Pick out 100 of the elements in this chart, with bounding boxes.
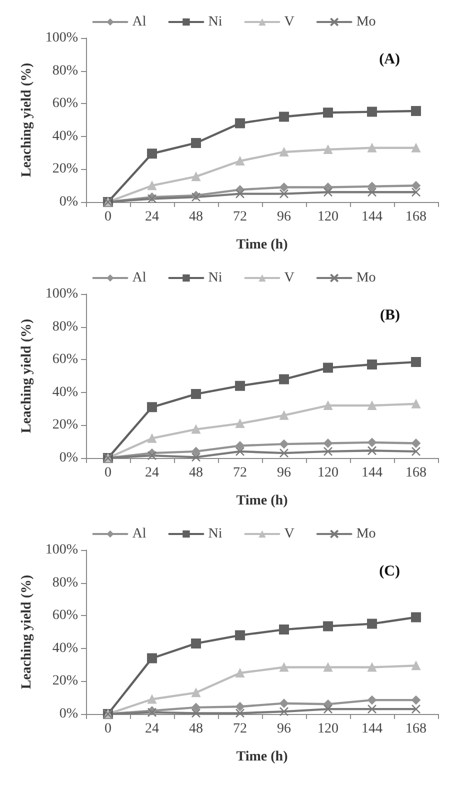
point	[412, 143, 420, 152]
x-tick-label: 0	[104, 466, 112, 480]
legend-label: Ni	[208, 526, 222, 542]
y-tick-label: 20%	[52, 674, 78, 689]
point	[411, 446, 421, 456]
x-tick-label: 72	[233, 466, 247, 480]
y-tick-label: 0%	[59, 706, 78, 722]
annotation: (C)	[379, 564, 400, 580]
y-axis-title: Leaching yield (%)	[20, 318, 34, 434]
y-axis-title: Leaching yield (%)	[20, 574, 34, 690]
y-tick-label: 80%	[52, 575, 78, 590]
point	[147, 450, 157, 460]
point	[236, 702, 244, 712]
x-tick-label: 120	[318, 466, 338, 480]
point	[191, 389, 201, 400]
point	[192, 172, 200, 182]
point	[412, 181, 420, 190]
y-tick-label: 100%	[45, 30, 78, 46]
legend-label: V	[284, 526, 294, 542]
point	[148, 694, 156, 704]
x-tick-label: 144	[362, 722, 382, 736]
y-tick-label: 40%	[52, 384, 78, 400]
point	[412, 661, 420, 670]
y-tick-label: 80%	[52, 63, 78, 78]
point	[324, 662, 332, 672]
y-tick-label: 80%	[52, 319, 78, 334]
legend-label: Ni	[208, 14, 222, 30]
point	[235, 380, 245, 391]
point	[235, 708, 245, 718]
point	[411, 106, 421, 116]
y-tick-label: 40%	[52, 640, 78, 656]
point	[367, 704, 377, 714]
point	[280, 440, 288, 449]
point	[411, 704, 421, 714]
x-tick-label: 24	[145, 722, 159, 736]
y-tick-label: 20%	[52, 162, 78, 177]
point	[236, 156, 244, 166]
point	[147, 148, 157, 159]
x-tick-label: 0	[104, 722, 112, 736]
point	[147, 402, 157, 412]
x-tick-label: 96	[277, 722, 291, 736]
point	[368, 438, 376, 447]
x-tick-label: 72	[233, 210, 247, 224]
point	[235, 118, 245, 128]
point	[191, 638, 201, 648]
legend-label: Al	[132, 526, 146, 542]
x-tick-label: 120	[318, 210, 338, 224]
x-tick-label: 168	[406, 210, 426, 224]
x-tick-label: 72	[233, 722, 247, 736]
point	[235, 446, 245, 456]
point	[192, 688, 200, 698]
point	[147, 653, 157, 664]
x-axis-title: Time (h)	[236, 750, 288, 764]
annotation: (A)	[379, 52, 400, 68]
point	[280, 662, 288, 672]
point	[412, 399, 420, 408]
point	[368, 401, 376, 410]
point	[148, 181, 156, 190]
point	[148, 434, 156, 443]
point	[368, 696, 376, 705]
y-tick-label: 60%	[52, 96, 78, 112]
point	[411, 188, 421, 197]
x-axis-title: Time (h)	[236, 238, 288, 252]
point	[367, 446, 377, 456]
point	[323, 704, 333, 714]
legend-label: Mo	[356, 14, 376, 30]
point	[236, 668, 244, 678]
x-tick-label: 24	[145, 210, 159, 224]
y-tick-label: 0%	[59, 450, 78, 466]
x-tick-label: 48	[189, 466, 203, 480]
x-axis-title: Time (h)	[236, 494, 288, 508]
y-tick-label: 100%	[45, 542, 78, 558]
point	[191, 708, 201, 718]
point	[323, 108, 333, 118]
y-tick-label: 100%	[45, 286, 78, 302]
legend-label: V	[284, 270, 294, 286]
y-tick-label: 60%	[52, 352, 78, 368]
x-tick-label: 144	[362, 210, 382, 224]
point	[411, 357, 421, 368]
point	[235, 630, 245, 640]
x-tick-label: 96	[277, 466, 291, 480]
point	[324, 700, 332, 709]
point	[191, 452, 201, 462]
y-tick-label: 20%	[52, 418, 78, 433]
point	[368, 662, 376, 672]
legend-label: Al	[132, 270, 146, 286]
x-tick-label: 168	[406, 466, 426, 480]
x-tick-label: 24	[145, 466, 159, 480]
point	[367, 188, 377, 197]
point	[323, 446, 333, 456]
point	[279, 112, 289, 122]
x-tick-label: 168	[406, 722, 426, 736]
point	[280, 410, 288, 420]
y-tick-label: 60%	[52, 608, 78, 624]
point	[279, 189, 289, 198]
x-tick-label: 48	[189, 722, 203, 736]
x-tick-label: 48	[189, 210, 203, 224]
point	[279, 448, 289, 458]
point	[192, 424, 200, 434]
point	[280, 147, 288, 156]
